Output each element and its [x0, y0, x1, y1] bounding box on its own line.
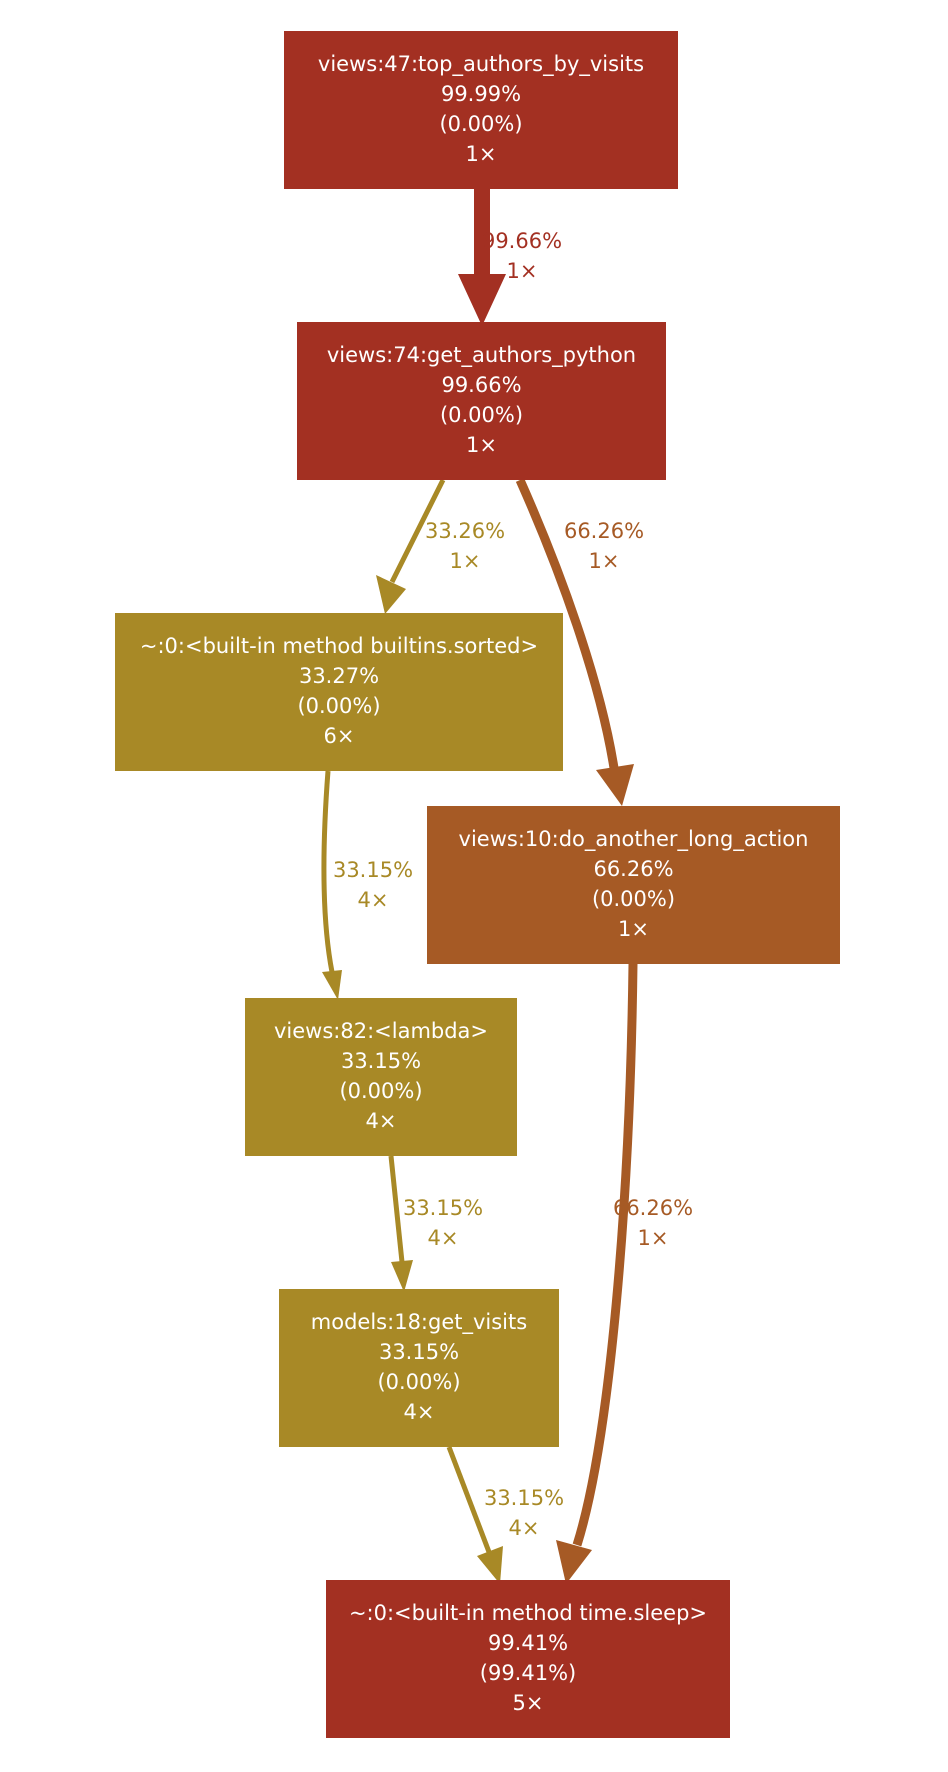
node-total-percent: 33.27% [299, 664, 379, 688]
node-box [297, 322, 666, 480]
edge-percent-label: 66.26% [564, 519, 644, 543]
node-long_action: views:10:do_another_long_action 66.26% (0.… [427, 806, 840, 964]
edge-calls-label: 1× [450, 549, 481, 573]
node-box [279, 1289, 559, 1447]
node-function-name: ~:0:<built-in method time.sleep> [349, 1601, 707, 1625]
node-get_python: views:74:get_authors_python 99.66% (0.00%)… [297, 322, 666, 480]
node-get_visits: models:18:get_visits 33.15% (0.00%) 4× [279, 1289, 559, 1447]
edge-arrowhead [556, 1540, 592, 1584]
edge-line [321, 770, 335, 973]
edge-calls-label: 4× [509, 1516, 540, 1540]
edge-percent-label: 99.66% [482, 229, 562, 253]
edge-calls-label: 1× [589, 549, 620, 573]
edge-get_python-to-long_action: 66.26% 1× [515, 478, 644, 806]
node-total-percent: 99.41% [488, 1631, 568, 1655]
node-total-percent: 66.26% [593, 857, 673, 881]
edge-line [388, 1155, 405, 1263]
edge-percent-label: 33.15% [484, 1486, 564, 1510]
node-call-count: 1× [466, 142, 497, 166]
edge-calls-label: 1× [638, 1226, 669, 1250]
edge-line [446, 1446, 492, 1553]
edge-line [389, 478, 446, 584]
node-total-percent: 99.99% [441, 82, 521, 106]
edge-line [572, 963, 638, 1547]
edge-long_action-to-sleep: 66.26% 1× [556, 963, 693, 1584]
node-box [115, 613, 563, 771]
node-call-count: 4× [366, 1109, 397, 1133]
edge-sorted-to-lambda: 33.15% 4× [321, 770, 413, 1000]
edge-calls-label: 1× [507, 259, 538, 283]
edge-percent-label: 33.26% [425, 519, 505, 543]
nodes-layer: views:47:top_authors_by_visits 99.99% (0.0… [115, 31, 840, 1738]
edge-calls-label: 4× [428, 1226, 459, 1250]
edge-percent-label: 33.15% [403, 1196, 483, 1220]
edge-arrowhead [458, 274, 506, 326]
node-sleep: ~:0:<built-in method time.sleep> 99.41% (9… [326, 1580, 730, 1738]
node-box [326, 1580, 730, 1738]
node-self-percent: (0.00%) [339, 1079, 422, 1103]
node-self-percent: (0.00%) [592, 887, 675, 911]
node-box [245, 998, 517, 1156]
node-self-percent: (0.00%) [297, 694, 380, 718]
node-total-percent: 99.66% [441, 373, 521, 397]
edge-arrowhead [322, 970, 342, 1000]
edge-arrowhead [477, 1546, 503, 1584]
edges-layer: 99.66% 1× 33.26% 1× 66.26% 1× 33.15% 4× 66.26% 1×… [321, 189, 693, 1584]
edge-arrowhead [596, 764, 634, 806]
node-function-name: models:18:get_visits [311, 1310, 527, 1335]
edge-get_visits-to-sleep: 33.15% 4× [446, 1446, 564, 1584]
node-self-percent: (0.00%) [440, 403, 523, 427]
node-self-percent: (99.41%) [480, 1661, 576, 1685]
edge-line [515, 478, 619, 769]
node-function-name: ~:0:<built-in method builtins.sorted> [140, 634, 538, 658]
node-function-name: views:47:top_authors_by_visits [318, 52, 644, 77]
edge-arrowhead [376, 575, 406, 614]
node-total-percent: 33.15% [379, 1340, 459, 1364]
node-total-percent: 33.15% [341, 1049, 421, 1073]
node-top: views:47:top_authors_by_visits 99.99% (0.0… [284, 31, 678, 189]
node-function-name: views:74:get_authors_python [327, 343, 636, 368]
edge-top-to-get_python: 99.66% 1× [458, 189, 562, 326]
edge-percent-label: 33.15% [333, 858, 413, 882]
node-box [427, 806, 840, 964]
node-call-count: 1× [618, 917, 649, 941]
node-lambda: views:82:<lambda> 33.15% (0.00%) 4× [245, 998, 517, 1156]
edge-arrowhead [391, 1260, 413, 1292]
node-call-count: 4× [404, 1400, 435, 1424]
node-sorted: ~:0:<built-in method builtins.sorted> 33.… [115, 613, 563, 771]
node-function-name: views:82:<lambda> [274, 1019, 488, 1043]
node-box [284, 31, 678, 189]
node-function-name: views:10:do_another_long_action [459, 827, 809, 852]
edge-calls-label: 4× [358, 888, 389, 912]
edge-lambda-to-get_visits: 33.15% 4× [388, 1155, 483, 1292]
node-self-percent: (0.00%) [439, 112, 522, 136]
node-call-count: 1× [466, 433, 497, 457]
node-call-count: 6× [324, 724, 355, 748]
edge-percent-label: 66.26% [613, 1196, 693, 1220]
node-call-count: 5× [513, 1691, 544, 1715]
node-self-percent: (0.00%) [377, 1370, 460, 1394]
edge-get_python-to-sorted: 33.26% 1× [376, 478, 505, 614]
